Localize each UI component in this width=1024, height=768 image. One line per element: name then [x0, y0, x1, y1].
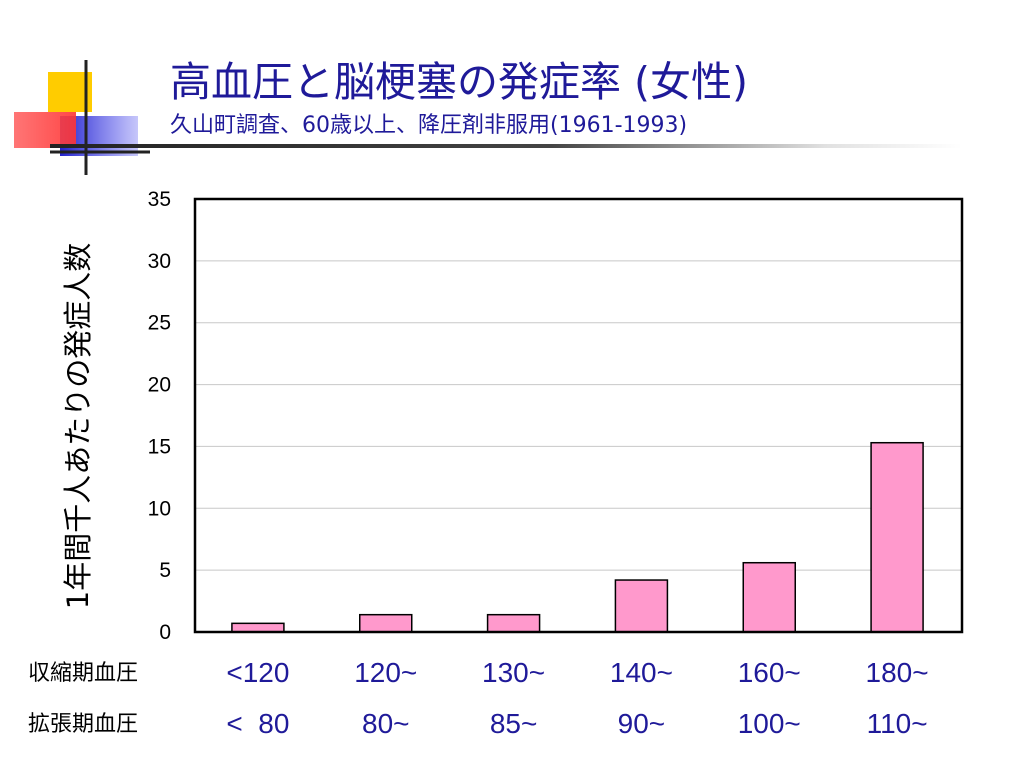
x-axis-category-rows: 収縮期血圧 <120 120~ 130~ 140~ 160~ 180~ 拡張期血圧 < 80 80…: [28, 657, 929, 739]
x-tick-label: 90~: [618, 708, 666, 739]
x-tick-label: 120~: [354, 657, 417, 688]
x-tick-label: 160~: [738, 657, 801, 688]
x-tick-label: 130~: [482, 657, 545, 688]
y-tick-label: 15: [148, 435, 171, 458]
y-tick-label: 35: [148, 188, 171, 211]
y-tick-label: 0: [159, 621, 171, 644]
x-tick-label: < 80: [226, 708, 289, 739]
x-tick-label: 180~: [866, 657, 929, 688]
title-divider: [50, 144, 962, 148]
x-tick-label: 80~: [362, 708, 410, 739]
slide-subtitle: 久山町調査、60歳以上、降圧剤非服用(1961-1993): [170, 113, 688, 138]
y-tick-label: 10: [148, 497, 171, 520]
y-tick-label: 30: [148, 250, 171, 273]
bar-4: [614, 579, 669, 633]
x-tick-label: 140~: [610, 657, 673, 688]
bar-2: [359, 613, 413, 633]
bar-6: [870, 441, 924, 633]
x-row-label: 拡張期血圧: [28, 712, 138, 737]
x-row-label: 収縮期血圧: [28, 661, 138, 686]
slide-title: 高血圧と脳梗塞の発症率 (女性): [170, 58, 749, 106]
y-tick-label: 20: [148, 374, 171, 397]
y-tick-label: 25: [148, 312, 171, 335]
x-tick-label: <120: [226, 657, 289, 688]
plot-area-frame: [193, 197, 964, 634]
y-axis-label: 1年間千人あたりの発症人数: [61, 243, 95, 609]
bar-3: [486, 613, 541, 633]
x-tick-label: 110~: [867, 708, 928, 739]
x-tick-label: 85~: [490, 708, 538, 739]
chart-bars: [231, 441, 924, 633]
chart-gridlines: [195, 260, 962, 571]
bar-5: [742, 561, 796, 633]
x-tick-label: 100~: [738, 708, 801, 739]
slide-logo-decoration: [14, 60, 150, 175]
y-axis-ticks: 0 5 10 15 20 25 30 35: [148, 188, 171, 644]
bar-1: [231, 622, 285, 633]
y-tick-label: 5: [159, 559, 171, 582]
